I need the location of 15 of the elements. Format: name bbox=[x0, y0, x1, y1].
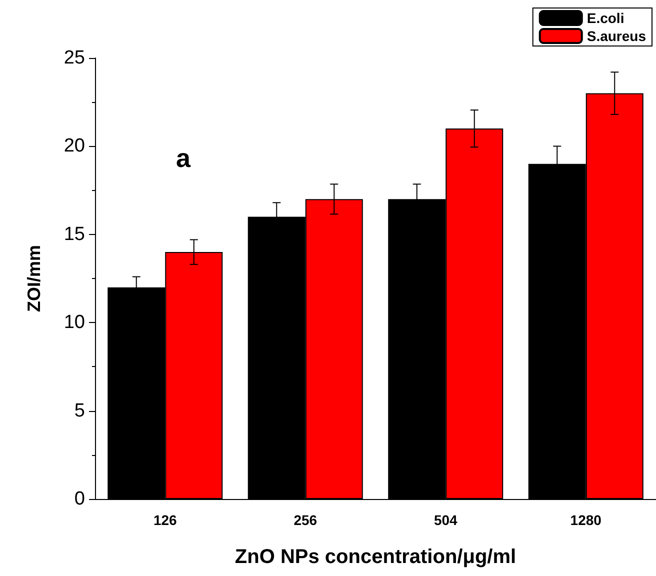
legend-label: S.aureus bbox=[586, 28, 646, 44]
annotation: a bbox=[176, 143, 191, 173]
x-axis-title: ZnO NPs concentration/μg/ml bbox=[234, 546, 516, 568]
x-tick-label: 256 bbox=[294, 512, 318, 528]
y-tick-label: 5 bbox=[74, 400, 85, 422]
legend-label: E.coli bbox=[586, 10, 624, 26]
x-tick-label: 504 bbox=[434, 512, 458, 528]
y-tick-label: 25 bbox=[64, 48, 85, 68]
y-tick-label: 10 bbox=[64, 312, 85, 334]
y-tick-label: 0 bbox=[74, 488, 85, 510]
x-tick-label: 1280 bbox=[570, 512, 602, 528]
y-tick-label: 15 bbox=[64, 224, 85, 245]
x-tick-label: 126 bbox=[153, 512, 178, 528]
y-axis-title: ZOI/mm bbox=[24, 244, 44, 312]
y-tick-label: 20 bbox=[64, 136, 85, 157]
